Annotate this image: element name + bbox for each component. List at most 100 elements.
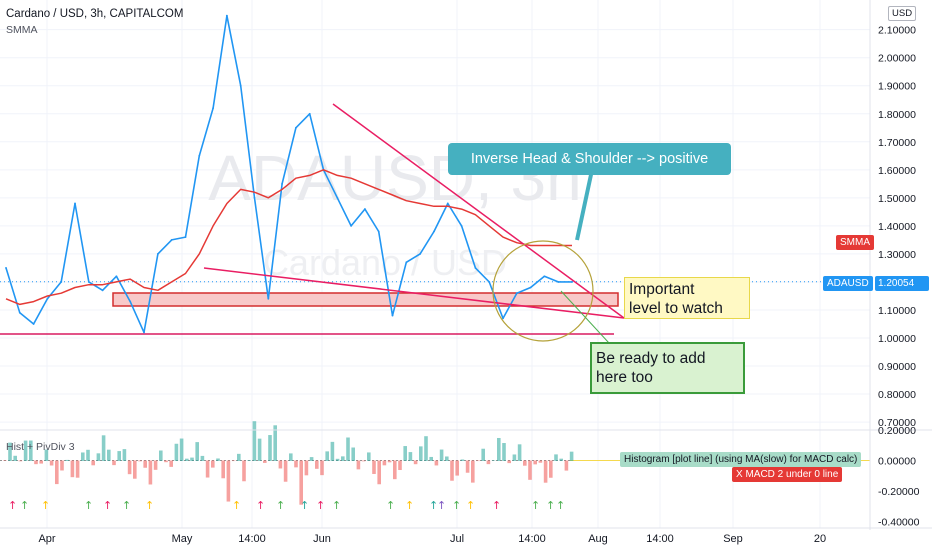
callout-inverse-head-shoulder[interactable]: Inverse Head & Shoulder --> positive <box>448 143 731 175</box>
histogram-bar <box>413 460 418 465</box>
time-tick-label: Sep <box>723 533 743 545</box>
callout-important-level[interactable]: Important level to watch <box>624 277 750 319</box>
histogram-bar <box>268 435 272 461</box>
histogram-bar <box>507 460 511 464</box>
histogram-bar <box>393 460 397 480</box>
histogram-bar <box>263 460 267 463</box>
price-point <box>129 300 132 303</box>
osc-tick-label: -0.40000 <box>878 517 920 529</box>
histogram-bar <box>133 460 137 479</box>
histogram-bar <box>465 460 470 473</box>
histogram-bar <box>60 460 64 471</box>
price-point <box>74 202 76 205</box>
histogram-bar <box>55 460 59 485</box>
price-point <box>101 289 104 292</box>
divergence-arrow: ↑ <box>386 499 395 512</box>
histogram-bar <box>471 460 475 483</box>
price-tick-label: 0.90000 <box>878 361 916 373</box>
divergence-arrow: ↑ <box>122 499 131 512</box>
histogram-bar <box>127 460 132 475</box>
price-point <box>32 323 35 325</box>
price-tick-label: 1.80000 <box>878 109 916 121</box>
divergence-arrow: ↑ <box>556 499 565 512</box>
histogram-bar <box>283 460 288 482</box>
histogram-bar <box>361 460 366 462</box>
histogram-bar <box>81 452 85 461</box>
callout-pointer <box>575 169 594 241</box>
price-tick-label: 1.10000 <box>878 305 916 317</box>
price-point <box>225 14 228 17</box>
histogram-bar <box>190 457 194 461</box>
histogram-bar <box>564 460 569 471</box>
histogram-bar <box>23 440 28 461</box>
histogram-bar <box>122 449 127 461</box>
price-point <box>308 112 311 115</box>
histogram-bar <box>439 449 444 461</box>
price-point <box>433 230 435 233</box>
histogram-bar <box>543 460 548 483</box>
time-tick-label: Aug <box>588 533 608 545</box>
price-point <box>156 253 159 255</box>
histogram-bar <box>216 458 220 461</box>
histogram-bar <box>159 450 163 461</box>
histogram-bar <box>569 451 574 461</box>
price-point <box>184 236 187 238</box>
price-point <box>170 238 173 241</box>
histogram-bar <box>476 460 480 462</box>
histogram-bar <box>211 460 215 468</box>
symbol-title: Cardano / USD, 3h, CAPITALCOM <box>6 8 184 20</box>
price-point <box>419 253 422 255</box>
histogram-bar <box>398 460 402 471</box>
price-point <box>46 297 49 300</box>
histogram-bar <box>497 437 501 461</box>
divergence-arrow: ↑ <box>256 499 265 512</box>
currency-label[interactable]: USD <box>888 6 917 21</box>
time-tick-label: Apr <box>38 533 55 545</box>
histogram-bar <box>13 455 17 461</box>
price-point <box>295 126 297 129</box>
time-tick-label: 14:00 <box>518 533 546 545</box>
histogram-bar <box>533 460 537 465</box>
histogram-bar <box>309 457 314 461</box>
histogram-bar <box>231 460 236 462</box>
divergence-arrow: ↑ <box>492 499 501 512</box>
histogram-bar <box>112 460 116 466</box>
divergence-arrow: ↑ <box>452 499 461 512</box>
indicator-legend: SMMA <box>6 24 38 36</box>
histogram-bar <box>408 452 413 461</box>
price-point <box>198 154 201 157</box>
price-tick-label: 1.00000 <box>878 333 916 345</box>
divergence-arrow: ↑ <box>276 499 285 512</box>
histogram-bar <box>429 456 433 461</box>
histogram-bar <box>491 460 496 461</box>
time-tick-label: May <box>172 533 193 545</box>
oscillator-title: Hist + PivDiv 3 <box>6 441 75 453</box>
histogram-bar <box>315 460 319 469</box>
divergence-arrow: ↑ <box>429 499 438 512</box>
divergence-arrow: ↑ <box>437 499 446 512</box>
price-point <box>502 317 504 320</box>
price-point <box>460 224 463 227</box>
inverse-hs-circle <box>492 240 594 342</box>
price-point <box>5 267 7 269</box>
histogram-bar <box>44 449 49 461</box>
histogram-bar <box>273 425 277 461</box>
price-point <box>405 261 408 264</box>
histogram-bar <box>455 460 459 476</box>
price-point <box>529 286 532 289</box>
price-point <box>267 297 270 300</box>
divergence-arrow: ↑ <box>332 499 341 512</box>
time-tick-label: 14:00 <box>238 533 266 545</box>
histogram-bar <box>335 458 340 461</box>
macd-alert-label: X MACD 2 under 0 line <box>732 467 843 482</box>
price-point <box>543 275 546 278</box>
divergence-arrow: ↑ <box>103 499 112 512</box>
divergence-arrow: ↑ <box>84 499 93 512</box>
histogram-bar <box>153 460 158 470</box>
callout-ready-to-add[interactable]: Be ready to add here too <box>590 342 745 394</box>
histogram-bar <box>559 458 563 461</box>
watermark-name: Cardano / USD <box>263 242 507 283</box>
divergence-arrow: ↑ <box>145 499 154 512</box>
